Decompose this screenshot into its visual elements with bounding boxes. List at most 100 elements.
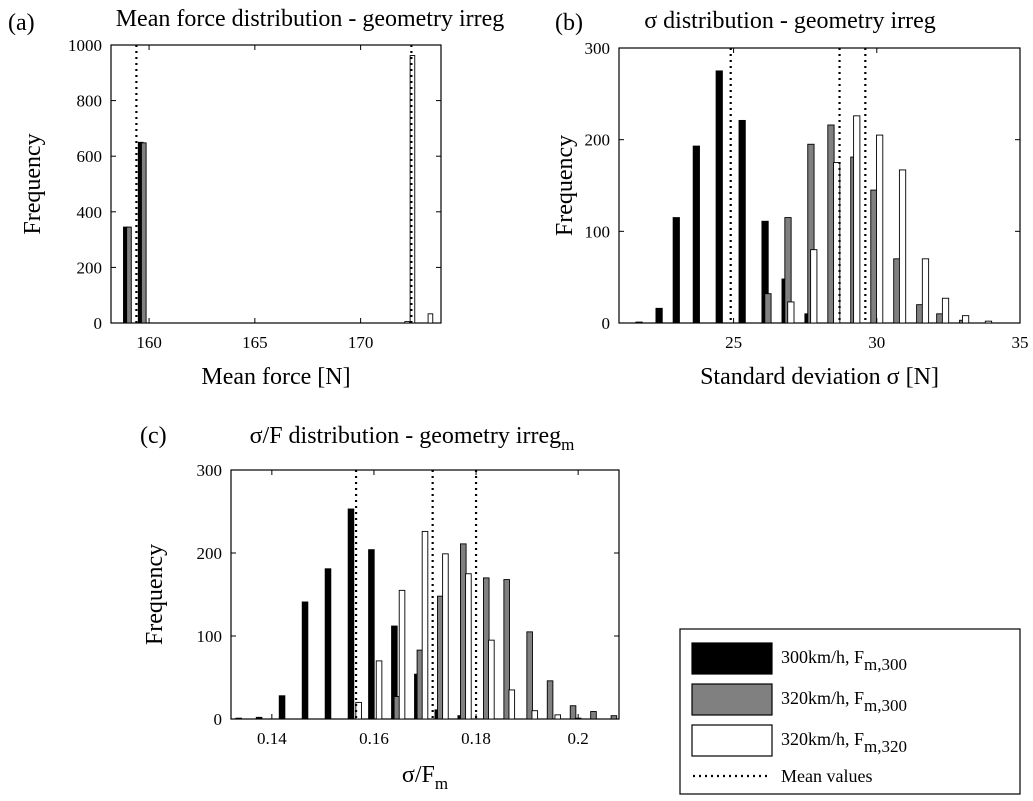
panel-label: (b) [555,10,583,36]
y-tick-label: 200 [77,258,103,277]
bar-series2 [569,705,577,720]
bar-series1 [235,717,242,720]
bar-series1 [347,508,355,720]
x-tick-label: 165 [242,333,268,352]
bar-series3 [853,115,861,324]
chart-panel-b: 25 30 35 0 100 200 300(b) σ distribution - geom… [552,8,1029,390]
chart-title: σ distribution - geometry irreg [644,8,936,34]
bar-series3 [810,249,818,324]
bar-series3 [554,714,561,720]
bar-series2 [503,579,510,720]
chart-title-main: σ/F distribution - geometry irreg [250,423,562,449]
bar-series3 [427,313,434,324]
x-tick-label: 30 [868,333,885,352]
chart-title-main: σ distribution - geometry irreg [644,8,936,34]
x-tick-label: 0.16 [359,729,389,748]
x-tick-label: 160 [136,333,162,352]
legend-label-main: 300km/h, F [781,647,864,667]
legend-label-main: 320km/h, F [781,688,864,708]
y-tick-label: 200 [585,131,611,150]
bar-series1 [301,601,309,720]
y-tick-label: 0 [94,314,103,333]
bar-series3 [375,660,383,720]
bar-series1 [672,217,680,324]
y-axis-label: Frequency [142,544,168,645]
y-tick-label: 800 [77,92,103,111]
legend-swatch [691,683,773,716]
y-tick-label: 1000 [68,36,102,55]
x-axis-label-main: Mean force [N] [201,364,350,390]
bar-series3 [465,573,472,720]
bar-series1 [324,568,332,720]
bar-series1 [655,307,663,324]
bar-series1 [368,549,375,720]
bar-series1 [255,716,263,720]
legend-label-main: 320km/h, F [781,729,864,749]
legend-label: 300km/h, Fm,300 [781,647,907,674]
axes-frame [618,47,1021,324]
bar-series3 [508,689,516,720]
bar-series3 [404,321,410,324]
bar-series3 [442,553,449,720]
y-tick-label: 200 [197,544,223,563]
chart-title: Mean force distribution - geometry irreg [116,6,505,32]
bar-series1 [738,119,746,324]
bar-series2 [610,715,618,720]
y-tick-label: 300 [585,39,611,58]
x-axis-label: Mean force [N] [201,364,350,390]
legend-label-sub: m,320 [864,737,907,756]
y-tick-label: 600 [77,147,103,166]
bar-series3 [398,589,406,720]
x-axis-label-main: σ/F [402,762,435,788]
x-tick-label: 170 [348,333,374,352]
chart-title-main: Mean force distribution - geometry irreg [116,6,505,32]
legend-label: Mean values [781,766,872,786]
bar-series3 [961,315,970,324]
bar-series2 [546,680,554,720]
bar-series3 [898,169,907,324]
bar-series2 [141,142,147,324]
y-tick-label: 0 [602,314,611,333]
y-tick-label: 300 [197,461,223,480]
x-axis-label-main: Standard deviation σ [N] [700,364,939,390]
bar-series3 [876,134,884,324]
x-tick-label: 0.2 [568,729,589,748]
bar-series1 [715,70,723,324]
legend-swatch [691,642,773,675]
bar-series3 [421,530,429,720]
y-tick-label: 0 [214,710,223,729]
chart-panel-c: 0.14 0.16 0.18 0.2 0 100 200 300 (c) σ/F distribu… [140,423,620,793]
legend-label-sub: m,300 [864,696,907,715]
chart-title-sub: m [561,435,574,454]
x-tick-label: 0.18 [461,729,491,748]
bar-series1 [635,321,643,324]
bar-series3 [488,639,495,720]
bar-series1 [278,695,286,720]
bar-series3 [921,258,930,324]
bar-series3 [984,320,993,324]
legend-label-sub: m,300 [864,655,907,674]
bar-series2 [526,631,533,720]
y-tick-label: 100 [585,222,611,241]
x-axis-label-sub: m [435,774,448,793]
bar-series3 [787,301,795,324]
y-axis-label: Frequency [552,135,578,236]
panel-label: (c) [140,423,167,449]
y-axis-label: Frequency [20,133,46,234]
y-tick-label: 100 [197,627,223,646]
legend-swatch [691,724,773,757]
bar-series3 [531,710,539,720]
axes-frame [110,44,442,324]
bar-series2 [126,226,132,324]
panel-label: (a) [8,10,35,36]
bar-series3 [833,162,841,324]
x-axis-label: σ/Fm [402,762,448,793]
bar-series2 [590,711,597,720]
bar-series2 [764,293,772,324]
x-tick-label: 0.14 [257,729,287,748]
x-tick-label: 35 [1012,333,1029,352]
legend-label: 320km/h, Fm,300 [781,688,907,715]
bar-series3 [941,297,950,324]
